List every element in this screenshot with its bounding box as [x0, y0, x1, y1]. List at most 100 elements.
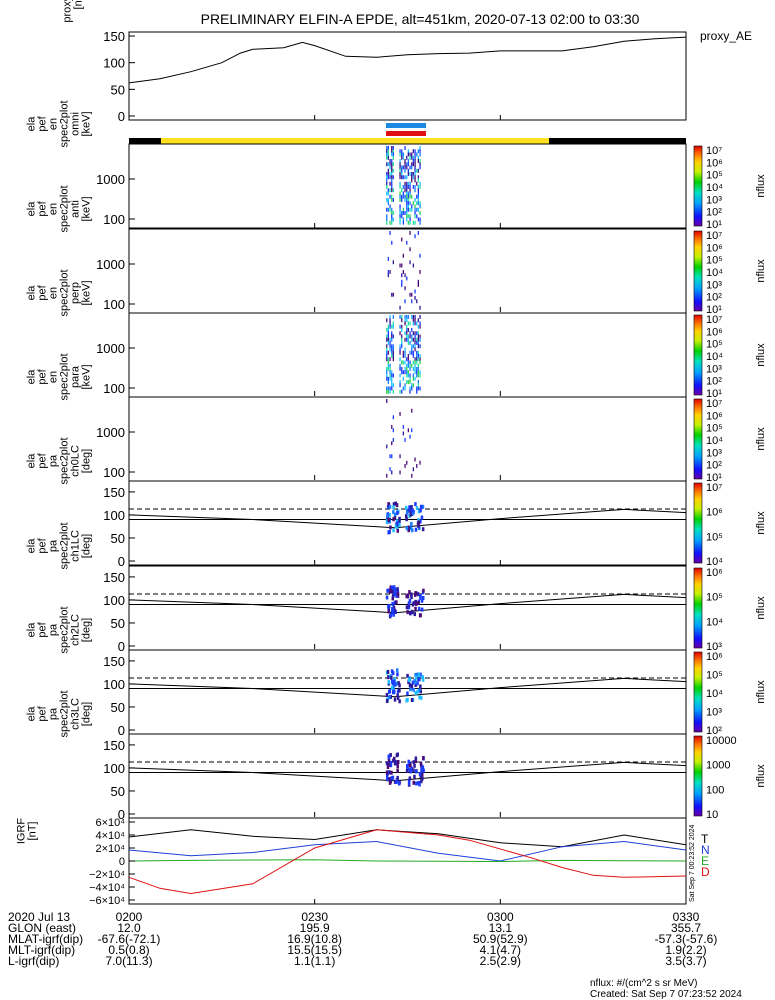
- pitch-spectrogram-pixel: [390, 669, 394, 674]
- colorbar-tick-label: 10⁴: [706, 435, 723, 447]
- spectrogram-pixel: [409, 376, 411, 381]
- spectrogram-pixel: [411, 292, 413, 297]
- spectrogram-pixel: [389, 324, 391, 329]
- pitch-spectrogram-pixel: [387, 675, 390, 680]
- spectrogram-pixel: [419, 270, 421, 274]
- spectrogram-pixel: [391, 373, 393, 378]
- spectrogram-pixel: [411, 334, 413, 339]
- spectrogram-pixel: [411, 175, 413, 180]
- pitch-spectrogram-pixel: [388, 760, 391, 765]
- spectrogram-pixel: [401, 188, 403, 193]
- pitch-spectrogram-pixel: [387, 530, 390, 535]
- colorbar-tick-label: 10⁶: [706, 651, 723, 663]
- loss-cone-solid-line: [128, 593, 687, 614]
- spectrogram-pixel: [416, 464, 418, 468]
- spectrogram-pixel: [406, 240, 408, 245]
- pitch-panel-frame: [128, 480, 687, 566]
- pitch-spectrogram-pixel: [391, 589, 394, 594]
- y-label-line: ela: [26, 453, 38, 469]
- spectrogram-pixel: [387, 172, 389, 176]
- spectrogram-pixel: [407, 328, 409, 332]
- spectrogram-pixel: [402, 211, 404, 215]
- colorbar-tick-label: 10⁷: [706, 482, 722, 494]
- spectrogram-pixel: [412, 383, 414, 388]
- pitch-spectrogram-pixel: [387, 609, 390, 614]
- spectrogram-pixel: [391, 380, 393, 384]
- colorbar-tick-label: 10⁶: [706, 326, 723, 338]
- y-label-line: IGRF: [16, 818, 28, 845]
- pitch-spectrogram-pixel: [416, 689, 419, 694]
- pitch-spectrogram-pixel: [396, 589, 400, 594]
- colorbar-tick-label: 10⁷: [706, 230, 722, 242]
- spectrogram-pixel: [389, 231, 391, 235]
- spectrogram-pixel: [411, 162, 413, 167]
- spectrogram-pixel: [391, 211, 393, 215]
- spectrogram-pixel: [412, 155, 414, 160]
- spectrogram-pixel: [412, 373, 414, 378]
- pitch-spectrogram-pixel: [386, 777, 389, 781]
- spectrogram-pixel: [399, 185, 401, 189]
- pitch-spectrogram-pixel: [420, 695, 423, 700]
- x-axis-row-label: MLAT-igrf(dip): [8, 932, 83, 946]
- igrf-side-timestamp: Sat Sep 7 00:23:52 2024: [689, 824, 696, 902]
- spectrogram-pixel: [414, 165, 416, 170]
- spectrogram-pixel: [387, 149, 389, 154]
- spectrogram-pixel: [399, 168, 401, 173]
- spectrogram-pixel: [417, 367, 419, 371]
- spectrogram-pixel: [404, 299, 406, 304]
- spectrogram-pixel: [404, 188, 406, 193]
- spectrogram-pixel: [392, 211, 394, 215]
- spectrogram-pixel: [414, 357, 416, 362]
- spectrogram-pixel: [412, 220, 414, 225]
- spectrogram-pixel: [391, 441, 393, 446]
- spectrogram-pixel: [406, 165, 408, 170]
- spectrogram-pixel: [417, 168, 419, 173]
- spectrogram-pixel: [406, 315, 408, 319]
- spectrogram-pixel: [409, 165, 411, 170]
- pitch-spectrogram-pixel: [393, 587, 397, 592]
- spectrogram-pixel: [416, 389, 418, 394]
- pitch-spectrogram-pixel: [396, 689, 400, 694]
- spectrogram-pixel: [404, 367, 406, 371]
- spectrogram-pixel: [414, 347, 416, 352]
- spectrogram-pixel: [411, 315, 413, 319]
- spectrogram-pixel: [402, 376, 404, 381]
- spectrogram-pixel: [407, 149, 409, 154]
- y-tick-label: 1000: [96, 257, 125, 272]
- colorbar-label: nflux: [755, 596, 767, 620]
- pitch-spectrogram-pixel: [422, 756, 425, 760]
- y-tick-label: −4×10⁴: [89, 882, 125, 894]
- spectrogram-pixel: [386, 198, 388, 202]
- x-axis-value: 2.5(2.9): [480, 954, 521, 968]
- y-label-line: spec2plot: [59, 269, 71, 316]
- pitch-spectrogram-pixel: [414, 683, 417, 687]
- spectrogram-pixel: [414, 296, 416, 300]
- colorbar-tick-label: 10⁵: [706, 670, 723, 682]
- pitch-spectrogram-pixel: [392, 510, 395, 515]
- spectrogram-pixel: [386, 389, 388, 394]
- colorbar-tick-label: 10⁶: [706, 157, 723, 169]
- spectrogram-pixel: [392, 438, 394, 442]
- y-label-line: pa: [48, 707, 60, 720]
- spectrogram-pixel: [414, 185, 416, 189]
- spectrogram-pixel: [409, 389, 411, 394]
- spectrogram-pixel: [387, 155, 389, 160]
- spectrogram-pixel: [412, 162, 414, 167]
- pitch-spectrogram-pixel: [405, 605, 409, 610]
- pitch-spectrogram-pixel: [388, 762, 391, 767]
- spectrogram-pixel: [419, 211, 421, 215]
- spectrogram-pixel: [386, 175, 388, 180]
- spectrogram-pixel: [391, 146, 393, 150]
- spectrogram-pixel: [416, 350, 418, 355]
- y-label-line: ch0LC: [70, 445, 82, 477]
- pitch-panel-frame: [128, 733, 687, 819]
- y-tick-label: 1000: [96, 172, 125, 187]
- pitch-spectrogram-pixel: [420, 598, 424, 603]
- spectrogram-pixel: [417, 155, 419, 160]
- pitch-spectrogram-pixel: [386, 588, 389, 593]
- spectrogram-pixel: [417, 194, 419, 199]
- y-label-line: para: [70, 365, 82, 388]
- spectrogram-pixel: [404, 273, 406, 278]
- spectrogram-pixel: [417, 357, 419, 362]
- spectrogram-pixel: [419, 360, 421, 365]
